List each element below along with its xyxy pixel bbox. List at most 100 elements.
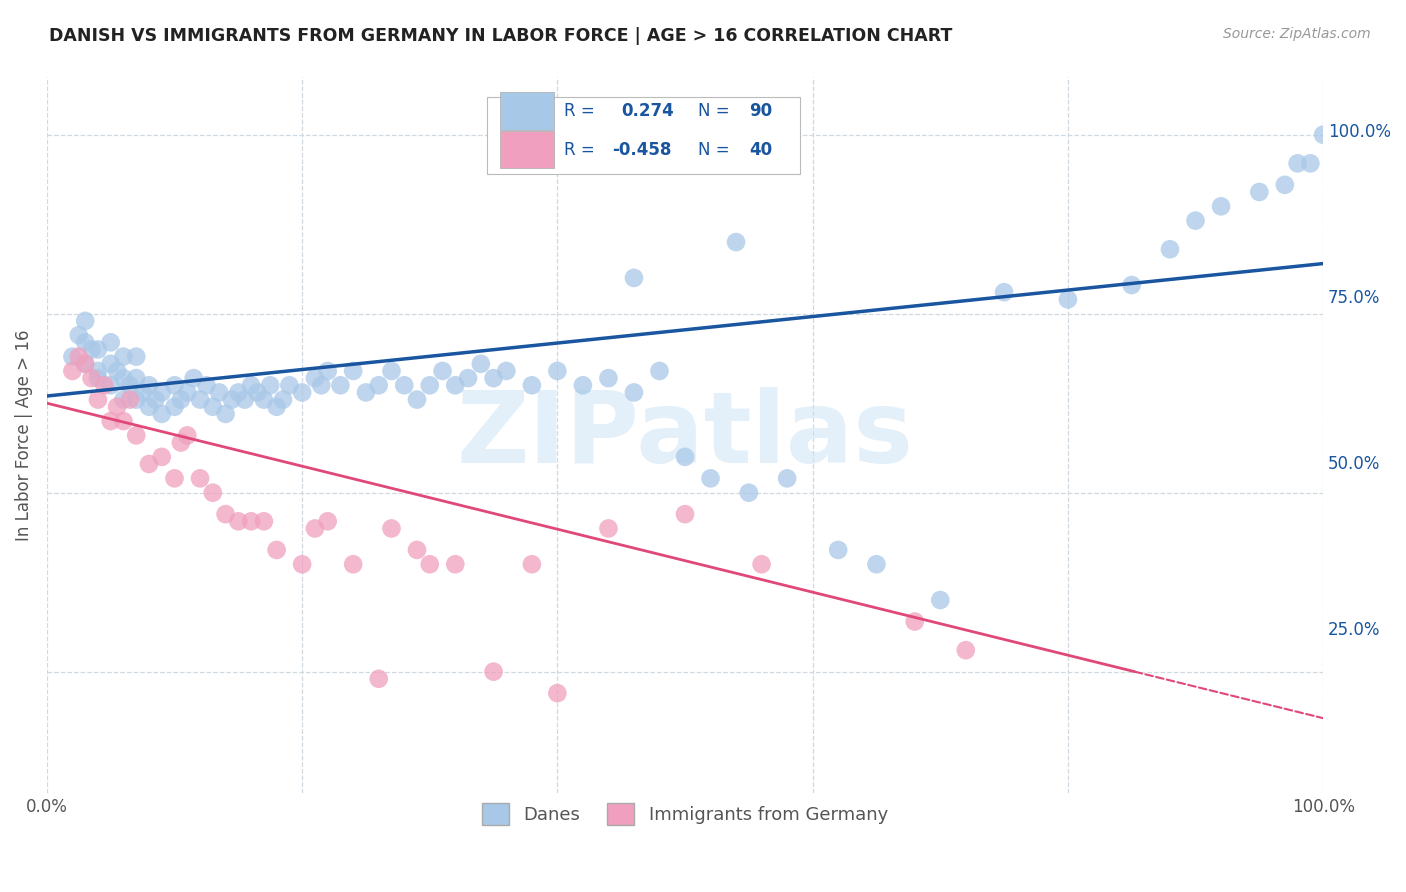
Text: DANISH VS IMMIGRANTS FROM GERMANY IN LABOR FORCE | AGE > 16 CORRELATION CHART: DANISH VS IMMIGRANTS FROM GERMANY IN LAB… [49, 27, 953, 45]
Point [1274, 178, 1296, 192]
Point [291, 385, 314, 400]
Point [125, 428, 148, 442]
Point [125, 350, 148, 364]
Point [62, 364, 84, 378]
Text: N =: N = [697, 102, 730, 120]
Point [195, 378, 218, 392]
Point [827, 543, 849, 558]
Point [150, 450, 173, 464]
Point [291, 558, 314, 572]
Point [208, 385, 231, 400]
Point [214, 507, 236, 521]
Point [598, 371, 620, 385]
Point [112, 371, 135, 385]
Point [201, 400, 224, 414]
Point [163, 378, 186, 392]
Point [105, 364, 128, 378]
Point [520, 378, 543, 392]
Point [80, 371, 103, 385]
Point [145, 392, 167, 407]
Point [993, 285, 1015, 300]
Point [699, 471, 721, 485]
Point [751, 558, 773, 572]
Point [188, 471, 211, 485]
Point [432, 364, 454, 378]
Point [188, 392, 211, 407]
Point [150, 385, 173, 400]
Point [380, 364, 402, 378]
Point [278, 378, 301, 392]
Point [240, 514, 263, 528]
Point [419, 558, 441, 572]
Point [457, 371, 479, 385]
Point [75, 314, 97, 328]
Point [1159, 242, 1181, 256]
Point [1184, 213, 1206, 227]
Point [93, 378, 115, 392]
Point [406, 392, 429, 407]
Point [105, 400, 128, 414]
Point [623, 271, 645, 285]
Point [233, 392, 256, 407]
Point [546, 686, 568, 700]
Point [221, 392, 243, 407]
Point [648, 364, 671, 378]
Text: Source: ZipAtlas.com: Source: ZipAtlas.com [1223, 27, 1371, 41]
Point [354, 385, 377, 400]
Point [214, 407, 236, 421]
Point [87, 343, 110, 357]
Point [163, 400, 186, 414]
Point [482, 371, 505, 385]
Point [546, 364, 568, 378]
Point [100, 335, 122, 350]
Text: ZIPatlas: ZIPatlas [457, 387, 914, 483]
Point [228, 514, 250, 528]
Point [271, 392, 294, 407]
Point [1312, 128, 1334, 142]
Point [1209, 199, 1232, 213]
FancyBboxPatch shape [501, 131, 554, 169]
Point [342, 558, 364, 572]
Point [266, 400, 288, 414]
Point [228, 385, 250, 400]
Point [1299, 156, 1322, 170]
Point [170, 435, 193, 450]
Point [470, 357, 492, 371]
Point [623, 385, 645, 400]
Point [725, 235, 748, 249]
Point [1249, 185, 1271, 199]
Point [598, 521, 620, 535]
Text: -0.458: -0.458 [612, 141, 672, 159]
Text: R =: R = [564, 102, 595, 120]
Point [87, 392, 110, 407]
Point [776, 471, 799, 485]
Point [304, 521, 326, 535]
FancyBboxPatch shape [488, 96, 800, 174]
Point [131, 385, 153, 400]
Point [259, 378, 281, 392]
Point [118, 392, 141, 407]
Point [100, 378, 122, 392]
Point [253, 392, 276, 407]
Point [125, 371, 148, 385]
Point [673, 450, 696, 464]
Text: 90: 90 [749, 102, 772, 120]
Point [311, 378, 333, 392]
Point [520, 558, 543, 572]
Point [138, 457, 160, 471]
Point [394, 378, 416, 392]
Point [316, 514, 339, 528]
Point [67, 350, 90, 364]
Point [80, 343, 103, 357]
Point [170, 392, 193, 407]
Point [62, 350, 84, 364]
Point [329, 378, 352, 392]
Point [495, 364, 517, 378]
Text: N =: N = [697, 141, 730, 159]
Point [118, 378, 141, 392]
Point [176, 385, 198, 400]
Point [125, 392, 148, 407]
Point [67, 328, 90, 343]
Point [240, 378, 263, 392]
Point [138, 400, 160, 414]
